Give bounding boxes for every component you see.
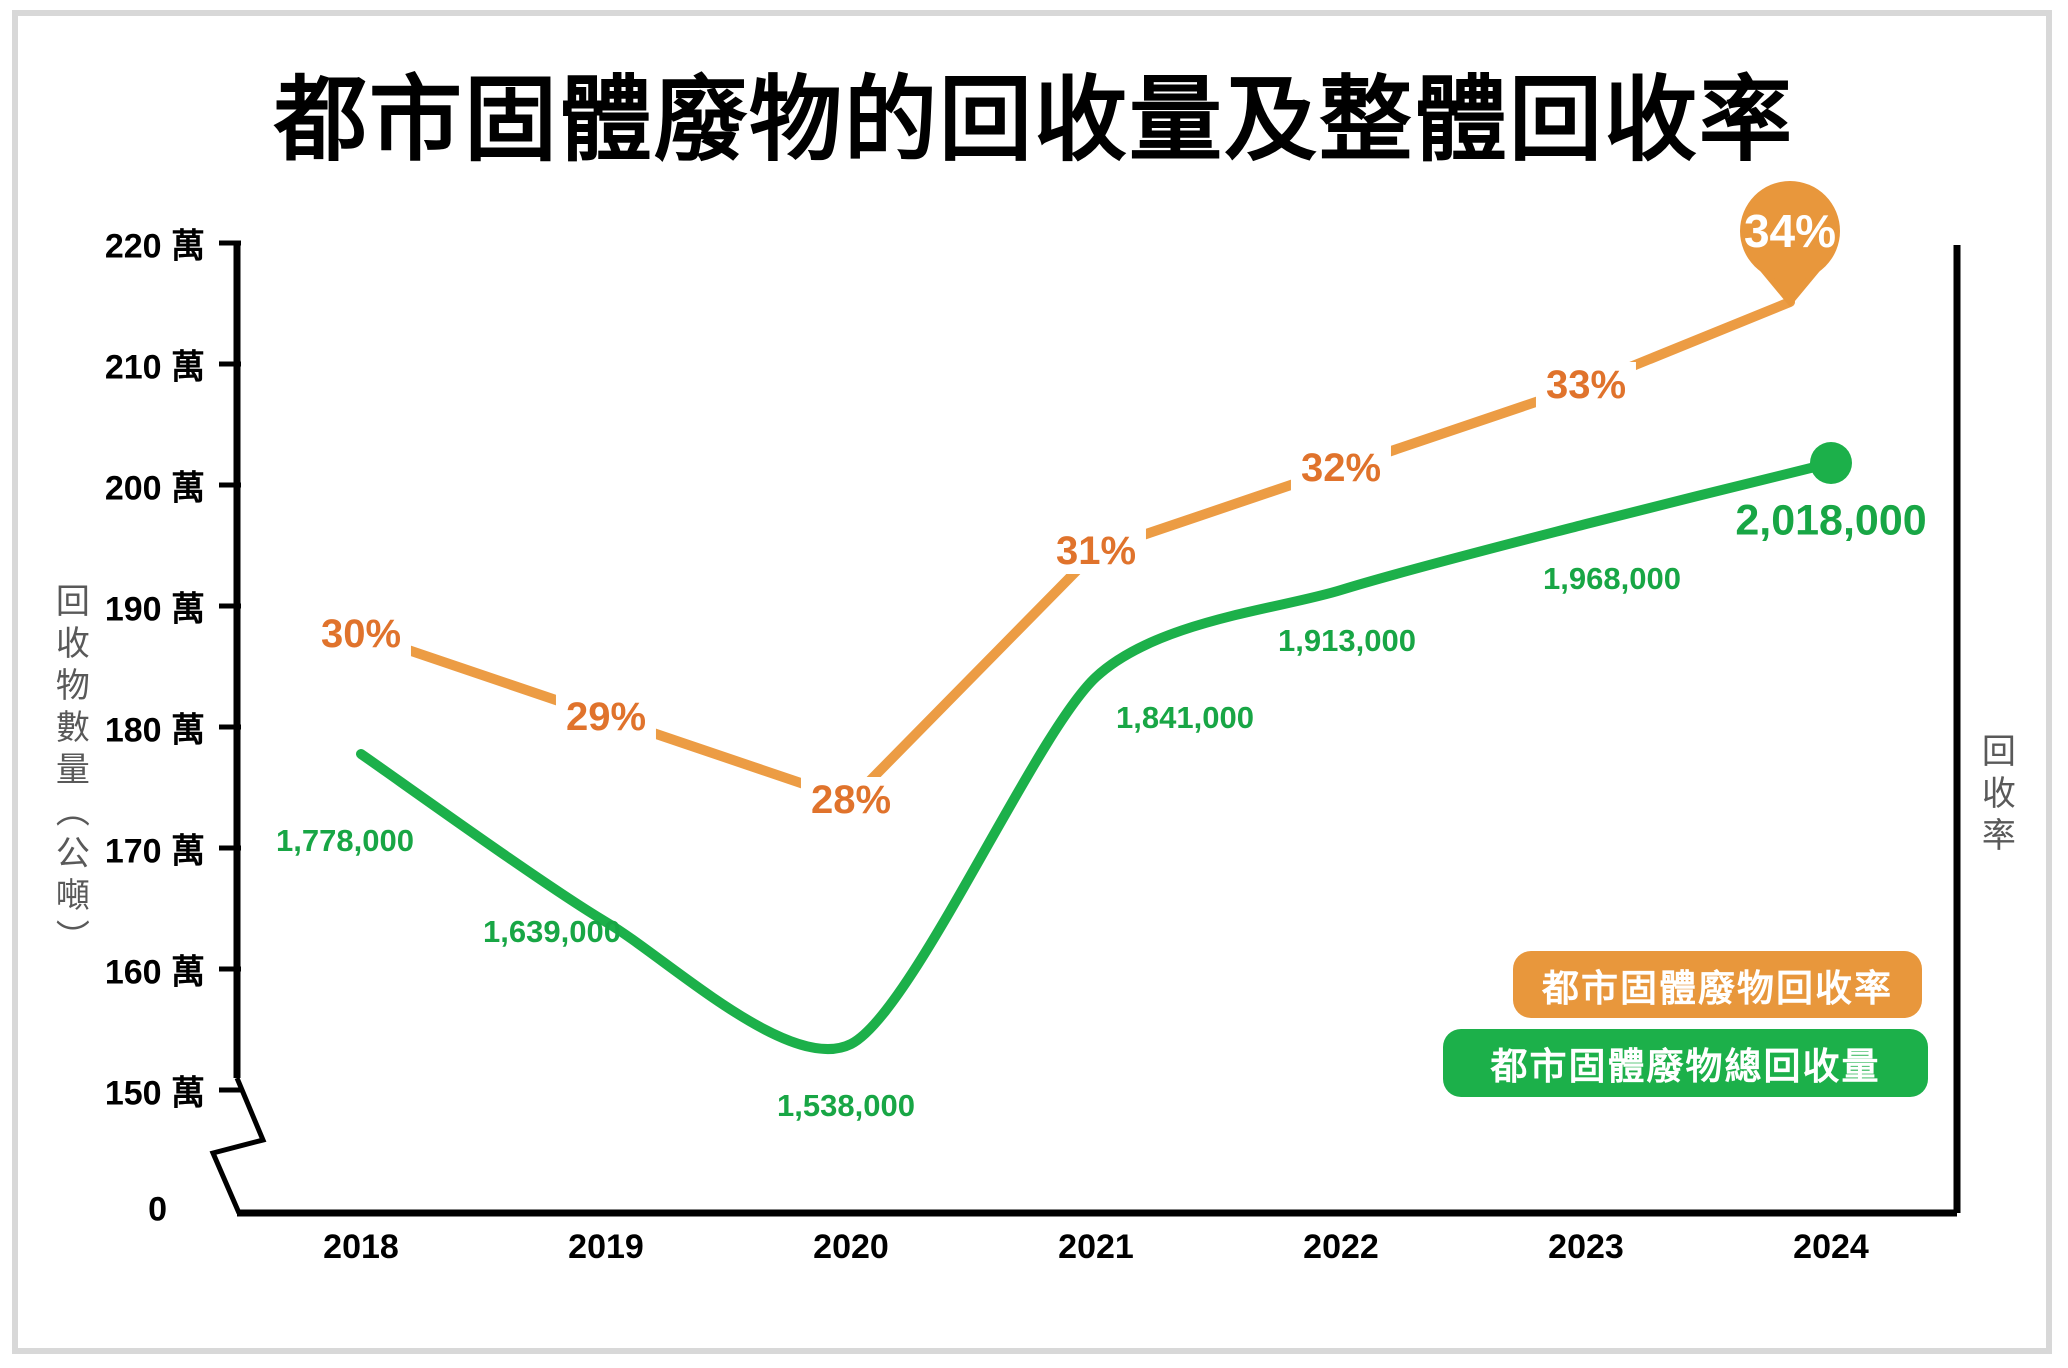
rate-value-label: 32% (1290, 445, 1392, 491)
x-tick-label: 2018 (323, 1228, 399, 1266)
axis-break-zigzag (209, 1077, 267, 1214)
balloon-rate-label: 34% (1744, 205, 1836, 257)
end-markers: 34% (1740, 181, 1852, 484)
y-axis-origin-label: 0 (148, 1190, 167, 1229)
x-tick-label: 2021 (1058, 1228, 1134, 1266)
legend-item-volume: 都市固體廢物總回收量 (1443, 1029, 1928, 1097)
axes (209, 240, 1961, 1217)
legend-item-rate: 都市固體廢物回收率 (1513, 951, 1922, 1018)
right-axis-title: 回收率 (1976, 733, 2015, 859)
x-tick-label: 2024 (1793, 1228, 1869, 1266)
y-tick-label: 200 萬 (104, 469, 205, 508)
rate-value-label: 28% (800, 777, 902, 823)
volume-value-label: 1,639,000 (483, 914, 621, 949)
y-axis-tick-marks (219, 240, 241, 1093)
y-tick-label: 190 萬 (104, 590, 205, 629)
chart-title: 都市固體廢物的回收量及整體回收率 (274, 68, 1794, 172)
x-tick-label: 2019 (568, 1228, 644, 1266)
rate-balloon (1740, 181, 1840, 281)
volume-value-label: 1,778,000 (276, 823, 414, 858)
volume-end-dot (1810, 442, 1852, 484)
y-tick-label: 180 萬 (104, 711, 205, 750)
volume-value-label: 1,841,000 (1116, 700, 1254, 735)
y-tick-label: 170 萬 (104, 832, 205, 871)
volume-line (356, 458, 1836, 1055)
volume-value-label: 2,018,000 (1735, 496, 1927, 545)
rate-value-label: 33% (1535, 362, 1637, 408)
y-tick-label: 150 萬 (104, 1074, 205, 1113)
volume-value-label: 1,913,000 (1278, 623, 1416, 658)
y-tick-label: 210 萬 (104, 348, 205, 387)
volume-value-label: 1,968,000 (1543, 561, 1681, 596)
x-tick-label: 2020 (813, 1228, 889, 1266)
x-tick-label: 2023 (1548, 1228, 1624, 1266)
rate-value-label: 29% (555, 694, 657, 740)
y-tick-label: 160 萬 (104, 953, 205, 992)
x-tick-label: 2022 (1303, 1228, 1379, 1266)
y-tick-label: 220 萬 (104, 227, 205, 266)
left-axis-title: 回收物數量（公噸） (50, 583, 89, 961)
rate-value-label: 31% (1045, 528, 1147, 574)
rate-value-label: 30% (310, 611, 412, 657)
volume-value-label: 1,538,000 (777, 1088, 915, 1123)
